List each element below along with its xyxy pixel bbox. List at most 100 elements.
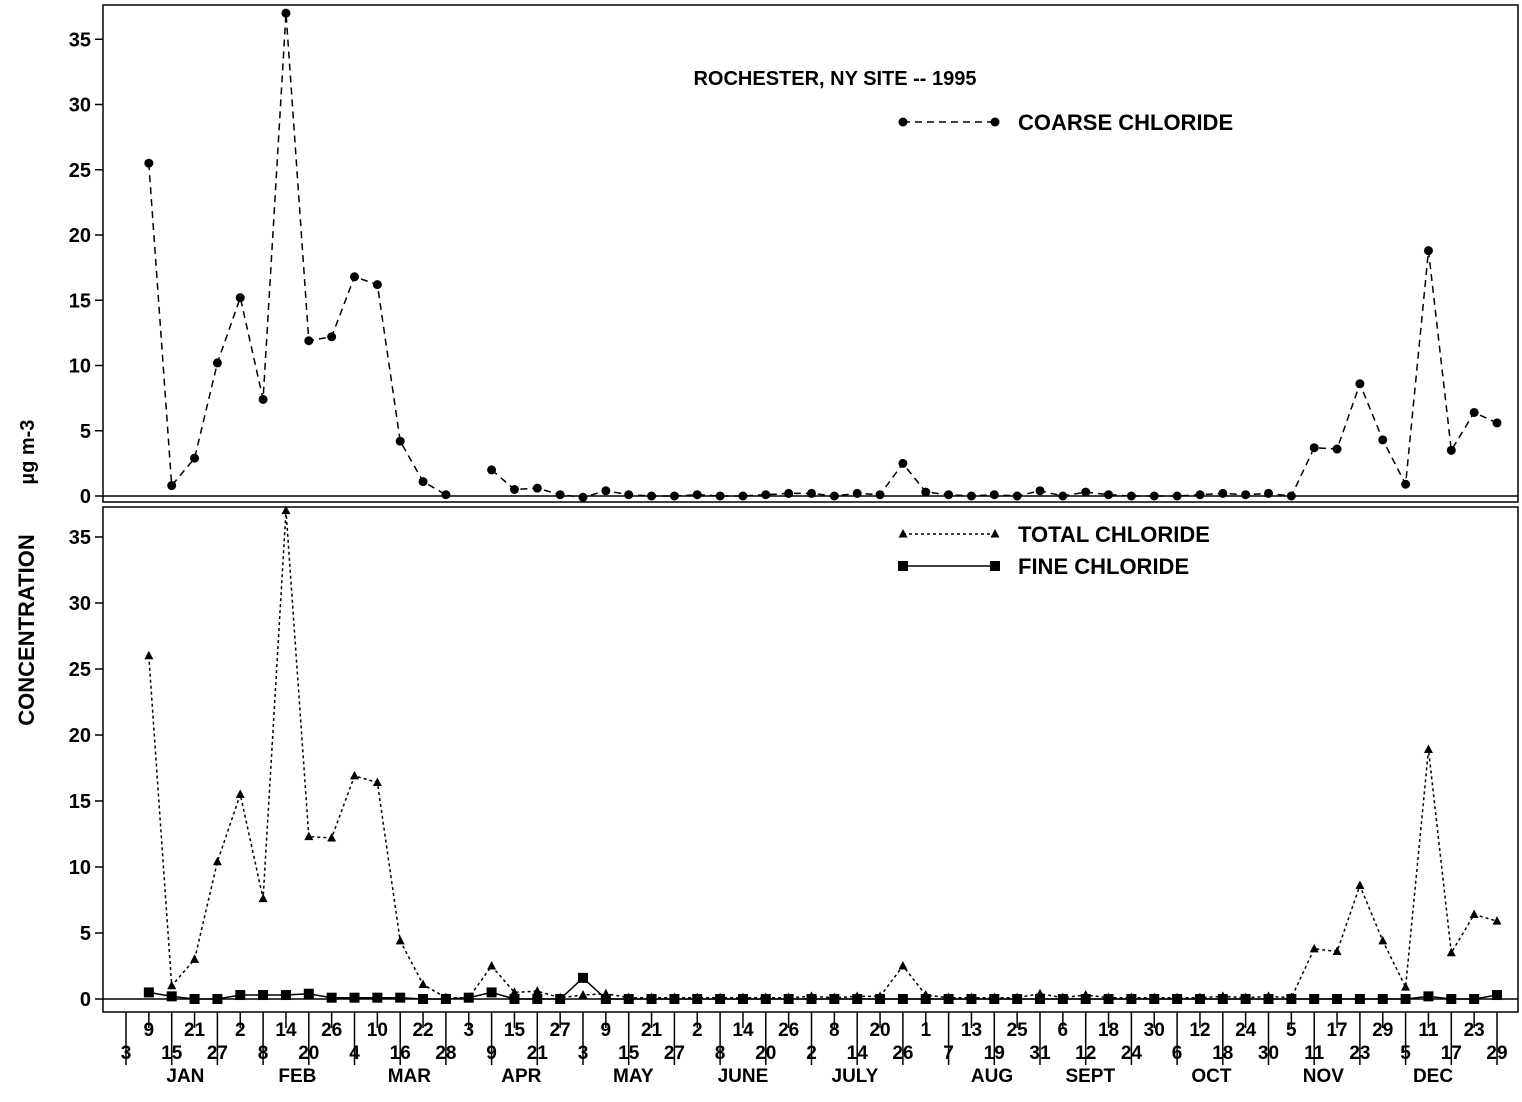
data-point bbox=[807, 488, 816, 498]
data-point bbox=[1423, 246, 1433, 256]
x-tick-label: 11 bbox=[1418, 1020, 1439, 1041]
x-tick-label: 12 bbox=[1075, 1043, 1096, 1064]
y-tick-label: 30 bbox=[69, 593, 91, 615]
plot-frames bbox=[102, 4, 1519, 1013]
x-tick-label: 4 bbox=[349, 1043, 360, 1064]
chart-title: ROCHESTER, NY SITE -- 1995 bbox=[693, 68, 976, 90]
data-point bbox=[487, 961, 497, 970]
x-tick-label: 13 bbox=[961, 1020, 982, 1041]
data-point bbox=[1332, 994, 1343, 1004]
data-point bbox=[783, 994, 794, 1004]
x-tick-label: 15 bbox=[161, 1043, 183, 1064]
data-point bbox=[600, 994, 611, 1004]
x-tick-label: 11 bbox=[1304, 1043, 1325, 1064]
series-line bbox=[148, 510, 1498, 999]
y-tick-label: 20 bbox=[69, 725, 91, 747]
legend-marker bbox=[990, 561, 1000, 571]
x-tick-label: 21 bbox=[184, 1020, 206, 1041]
data-point bbox=[509, 484, 519, 494]
data-point bbox=[395, 436, 405, 446]
x-tick-label: 14 bbox=[275, 1020, 297, 1041]
x-tick-label: 16 bbox=[390, 1043, 411, 1064]
x-tick-label: 18 bbox=[1212, 1043, 1233, 1064]
data-point bbox=[258, 990, 269, 1001]
x-tick-label: 17 bbox=[1326, 1020, 1347, 1041]
x-tick-label: 21 bbox=[641, 1020, 663, 1041]
data-point bbox=[1492, 916, 1502, 925]
data-point bbox=[235, 789, 245, 798]
x-tick-label: 28 bbox=[435, 1043, 456, 1064]
x-tick-label: 15 bbox=[618, 1043, 640, 1064]
data-point bbox=[326, 992, 337, 1003]
data-point bbox=[1332, 946, 1342, 955]
data-point bbox=[1469, 909, 1479, 919]
data-point bbox=[1469, 994, 1480, 1004]
data-point bbox=[1423, 744, 1433, 754]
data-point bbox=[692, 994, 703, 1004]
data-point bbox=[647, 491, 657, 501]
data-point bbox=[601, 486, 611, 496]
data-point bbox=[897, 994, 908, 1004]
data-point bbox=[235, 293, 245, 303]
data-point bbox=[920, 994, 931, 1004]
data-point bbox=[532, 994, 543, 1004]
x-tick-label: 21 bbox=[527, 1043, 549, 1064]
y-tick-label: 35 bbox=[69, 527, 91, 549]
data-point bbox=[578, 990, 588, 999]
data-point bbox=[1286, 491, 1296, 501]
legend-marker bbox=[898, 561, 908, 571]
data-point bbox=[875, 994, 886, 1004]
data-point bbox=[1218, 488, 1228, 498]
y-tick-label: 30 bbox=[69, 95, 91, 117]
data-point bbox=[281, 505, 291, 515]
x-tick-label: 6 bbox=[1172, 1043, 1183, 1064]
x-tick-label: 31 bbox=[1029, 1043, 1051, 1064]
data-point bbox=[715, 491, 725, 501]
x-tick-label: 26 bbox=[778, 1020, 799, 1041]
data-point bbox=[280, 990, 291, 1001]
x-tick-label: 27 bbox=[550, 1020, 571, 1041]
x-tick-label: 17 bbox=[1441, 1043, 1462, 1064]
plot-frame bbox=[102, 506, 1519, 1013]
data-point bbox=[1423, 991, 1434, 1002]
data-point bbox=[1058, 491, 1068, 501]
data-point bbox=[189, 994, 200, 1004]
x-tick-label: 20 bbox=[298, 1043, 319, 1064]
month-label: FEB bbox=[278, 1066, 316, 1087]
data-point bbox=[1492, 418, 1502, 428]
data-point bbox=[281, 8, 291, 18]
x-tick-label: 12 bbox=[1189, 1020, 1210, 1041]
x-tick-label: 3 bbox=[463, 1020, 474, 1041]
data-point bbox=[692, 490, 702, 500]
data-point bbox=[1057, 994, 1068, 1004]
x-tick-label: 23 bbox=[1464, 1020, 1485, 1041]
y-tick-label: 0 bbox=[80, 486, 91, 508]
data-point bbox=[1263, 994, 1274, 1004]
data-point bbox=[143, 987, 154, 998]
data-point bbox=[944, 490, 954, 500]
data-point bbox=[1355, 880, 1365, 889]
data-point bbox=[1081, 487, 1091, 497]
x-tick-label: 29 bbox=[1486, 1043, 1507, 1064]
x-tick-label: 5 bbox=[1400, 1043, 1411, 1064]
data-point bbox=[555, 994, 566, 1004]
x-tick-label: 27 bbox=[207, 1043, 228, 1064]
legend-marker bbox=[990, 529, 1000, 538]
x-tick-label: 2 bbox=[692, 1020, 703, 1041]
x-tick-label: 9 bbox=[486, 1043, 497, 1064]
x-tick-label: 5 bbox=[1286, 1020, 1297, 1041]
x-tick-label: 10 bbox=[367, 1020, 388, 1041]
month-label: OCT bbox=[1191, 1066, 1232, 1087]
data-point bbox=[327, 832, 337, 842]
data-point bbox=[898, 458, 908, 468]
data-point bbox=[1492, 990, 1502, 1001]
data-point bbox=[190, 954, 200, 963]
data-point bbox=[669, 994, 680, 1004]
data-point bbox=[167, 980, 177, 990]
x-tick-label: 26 bbox=[892, 1043, 913, 1064]
data-point bbox=[1401, 479, 1411, 489]
data-point bbox=[1172, 994, 1183, 1004]
data-point bbox=[1446, 994, 1457, 1004]
y-tick-label: 5 bbox=[80, 923, 91, 945]
x-tick-label: 8 bbox=[715, 1043, 726, 1064]
